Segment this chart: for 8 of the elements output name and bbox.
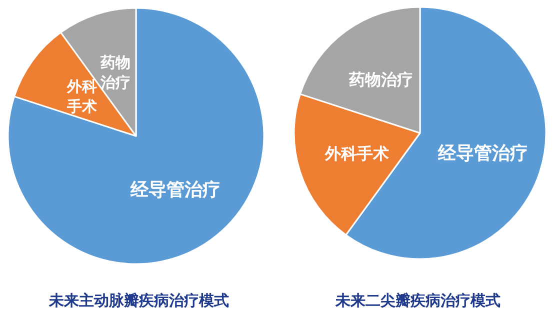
slice-label: 外科手术 (324, 144, 390, 163)
slice-label: 经导管治疗 (436, 142, 528, 164)
slice-label: 外科手术 (66, 78, 97, 116)
slice-label: 药物治疗 (99, 53, 130, 92)
text: 未来二尖瓣疾病治疗模式 (334, 292, 500, 310)
slice-label: 药物治疗 (348, 70, 414, 90)
text: 未来主动脉瓣疾病治疗模式 (48, 292, 229, 310)
slice-label: 经导管治疗 (129, 180, 220, 201)
